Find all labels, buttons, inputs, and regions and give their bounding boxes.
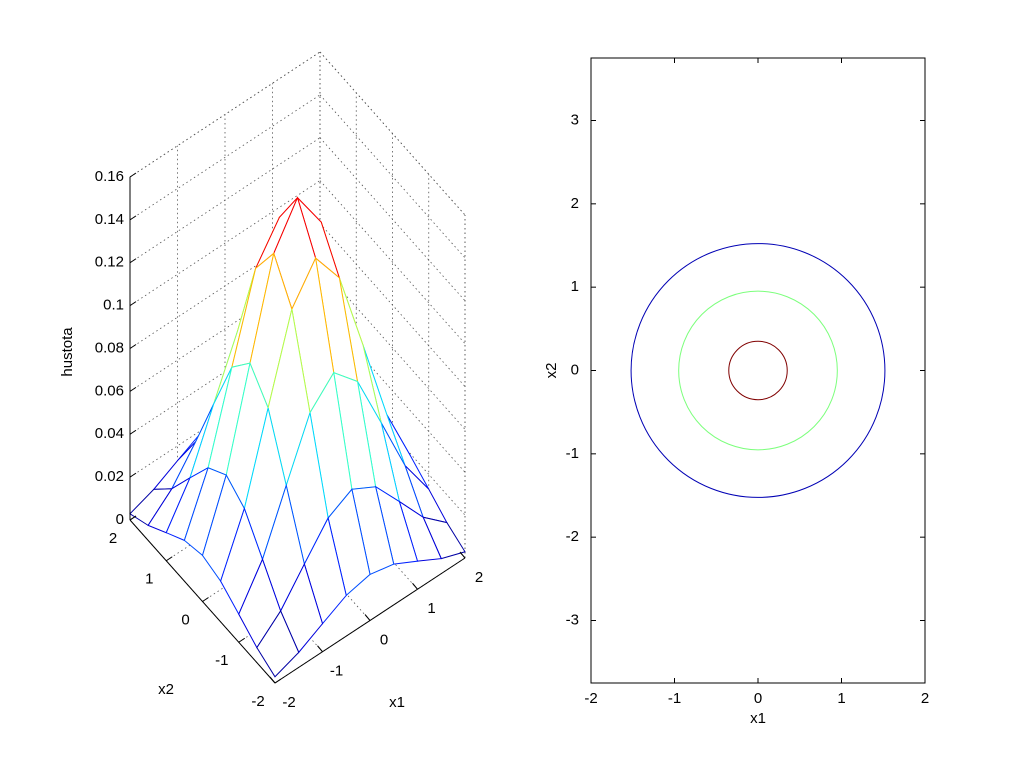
- y-tick: [165, 556, 173, 562]
- mesh-cell: [256, 609, 300, 678]
- x-tick: [459, 551, 466, 559]
- x-tick: [269, 676, 276, 684]
- plot-area: [590, 57, 926, 684]
- grid-line: [129, 180, 321, 306]
- x-tick-label: -1: [330, 663, 343, 680]
- y-axis-label: x2: [543, 363, 560, 379]
- x-axis-label: x1: [389, 694, 405, 711]
- z-tick-label: 0.16: [95, 168, 124, 185]
- x-tick-label: 2: [475, 569, 483, 586]
- y-tick-label: -2: [566, 528, 579, 545]
- z-tick-label: 0.02: [95, 468, 124, 485]
- x-axis-label: x1: [750, 710, 766, 727]
- grid-line: [319, 137, 466, 302]
- z-tick: [129, 258, 137, 264]
- y-tick-label: 1: [145, 571, 153, 588]
- y-tick-label: 3: [571, 111, 579, 128]
- y-tick-label: -1: [215, 652, 228, 669]
- z-tick: [129, 301, 137, 307]
- grid-line: [319, 51, 466, 216]
- y-tick-label: 1: [571, 278, 579, 295]
- z-tick: [129, 172, 137, 178]
- grid-line: [129, 51, 321, 178]
- z-tick-label: 0: [116, 511, 124, 528]
- y-tick: [274, 678, 282, 684]
- z-tick: [129, 429, 137, 435]
- z-tick: [129, 344, 137, 349]
- z-tick-label: 0.08: [95, 339, 124, 356]
- contour-line: [678, 290, 838, 451]
- z-tick-label: 0.12: [95, 254, 124, 271]
- y-tick: [129, 515, 137, 521]
- y-tick-label: -3: [566, 611, 579, 628]
- z-tick-label: 0.1: [103, 297, 124, 314]
- x-tick-label: 1: [427, 600, 435, 617]
- x-tick-label: 0: [380, 631, 388, 648]
- x-tick-label: 2: [921, 690, 929, 707]
- grid-line: [319, 94, 466, 259]
- z-tick-label: 0.04: [95, 425, 124, 442]
- contour-line: [728, 340, 788, 401]
- z-axis-label: hustota: [59, 327, 76, 377]
- y-tick-label: 0: [181, 611, 189, 628]
- y-tick-label: 2: [109, 530, 117, 547]
- y-tick-label: 2: [571, 195, 579, 212]
- x-tick: [364, 614, 371, 621]
- y-axis-label: x2: [158, 681, 174, 698]
- grid-line: [129, 94, 321, 221]
- grid-line: [129, 137, 321, 264]
- y-tick: [238, 637, 246, 643]
- x-tick-label: -1: [668, 690, 681, 707]
- x-tick-label: -2: [282, 694, 295, 711]
- z-tick-label: 0.06: [95, 382, 124, 399]
- z-tick: [129, 386, 137, 392]
- z-tick: [129, 215, 137, 221]
- grid-line: [319, 223, 466, 387]
- x-tick: [412, 582, 418, 590]
- x-tick: [317, 645, 323, 653]
- z-tick: [129, 472, 137, 478]
- y-tick-label: 0: [571, 361, 579, 378]
- y-tick-label: -2: [251, 693, 264, 710]
- y-tick: [202, 597, 209, 602]
- x-tick-label: 0: [754, 690, 762, 707]
- y-tick-label: -1: [566, 445, 579, 462]
- x-tick-label: -2: [584, 690, 597, 707]
- x-tick-label: 1: [837, 690, 845, 707]
- z-tick-label: 0.14: [95, 211, 124, 228]
- contour-line: [630, 243, 886, 498]
- grid-line: [319, 180, 466, 344]
